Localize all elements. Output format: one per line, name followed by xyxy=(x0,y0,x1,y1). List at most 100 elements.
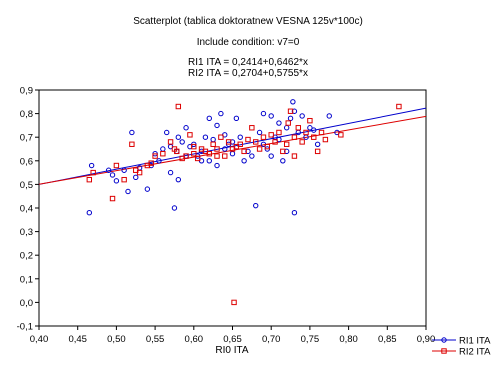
data-points xyxy=(86,99,402,306)
point-series-1 xyxy=(237,134,243,140)
point-series-1 xyxy=(326,113,332,119)
x-tick-label: 0,65 xyxy=(223,334,242,345)
point-series-1 xyxy=(88,162,95,169)
point-series-2 xyxy=(218,134,224,140)
x-tick-label: 0,40 xyxy=(30,334,49,345)
point-series-1 xyxy=(179,139,185,145)
point-series-1 xyxy=(175,176,182,183)
point-series-2 xyxy=(167,139,174,145)
y-tick-label: -0,1 xyxy=(17,322,33,333)
legend-label-ri2: RI2 ITA xyxy=(459,347,491,358)
point-series-2 xyxy=(295,125,301,131)
point-series-2 xyxy=(280,148,286,155)
point-series-2 xyxy=(194,155,201,162)
chart-title: Scatterplot (tablica doktoratnew VESNA 1… xyxy=(133,16,363,27)
point-series-1 xyxy=(276,120,282,126)
point-series-1 xyxy=(268,113,274,119)
point-series-2 xyxy=(206,151,212,157)
point-series-1 xyxy=(256,129,263,136)
point-series-1 xyxy=(202,134,209,140)
point-series-1 xyxy=(311,127,317,133)
point-series-2 xyxy=(276,129,282,136)
y-axis-ticks: -0,1 0,0 0,1 0,2 0,3 0,4 0,5 0,6 0,7 0,8 0,9 xyxy=(17,86,39,333)
point-series-2 xyxy=(299,139,305,145)
point-series-1 xyxy=(241,158,247,164)
point-series-2 xyxy=(253,139,259,145)
point-series-1 xyxy=(175,134,182,140)
point-series-2 xyxy=(222,153,228,159)
point-series-1 xyxy=(183,125,189,131)
point-series-2 xyxy=(136,169,143,176)
x-tick-label: 0,85 xyxy=(378,334,397,345)
point-series-1 xyxy=(290,99,296,105)
point-series-2 xyxy=(307,117,313,124)
point-series-1 xyxy=(245,148,251,155)
point-series-1 xyxy=(206,115,212,122)
point-series-2 xyxy=(237,141,243,147)
point-series-1 xyxy=(280,158,286,164)
point-series-2 xyxy=(303,129,309,136)
x-tick-label: 0,55 xyxy=(146,334,165,345)
point-series-1 xyxy=(268,153,274,159)
regression-equation-ri1: RI1 ITA = 0,2414+0,6462*x xyxy=(188,57,308,68)
point-series-2 xyxy=(396,103,402,110)
point-series-1 xyxy=(214,122,220,129)
point-series-1 xyxy=(105,167,112,173)
y-tick-label: 0,6 xyxy=(20,156,33,167)
regression-equation-ri2: RI2 ITA = 0,2704+0,5755*x xyxy=(188,68,308,79)
legend-marker-ri1 xyxy=(441,337,447,343)
point-series-1 xyxy=(171,205,178,211)
point-series-1 xyxy=(299,113,305,119)
x-tick-label: 0,90 xyxy=(417,334,436,345)
point-series-2 xyxy=(260,134,267,140)
point-series-2 xyxy=(314,148,321,155)
point-series-2 xyxy=(90,169,96,176)
x-tick-label: 0,45 xyxy=(68,334,87,345)
point-series-2 xyxy=(214,146,220,152)
point-series-2 xyxy=(191,143,197,150)
x-tick-label: 0,70 xyxy=(262,334,281,345)
point-series-2 xyxy=(318,129,325,136)
y-tick-label: 0,8 xyxy=(20,109,33,120)
point-series-2 xyxy=(183,153,189,159)
point-series-1 xyxy=(109,172,116,178)
point-series-2 xyxy=(210,141,216,147)
point-series-2 xyxy=(256,146,263,152)
y-tick-label: 0,9 xyxy=(20,86,33,97)
x-tick-label: 0,75 xyxy=(301,334,320,345)
point-series-1 xyxy=(129,129,135,136)
point-series-1 xyxy=(307,125,313,131)
point-series-1 xyxy=(283,148,290,155)
point-series-1 xyxy=(206,158,212,164)
point-series-2 xyxy=(241,148,247,155)
y-tick-label: 0,0 xyxy=(20,298,33,309)
chart-condition: Include condition: v7=0 xyxy=(196,37,300,48)
point-series-1 xyxy=(156,158,162,164)
point-series-2 xyxy=(113,162,120,169)
point-series-1 xyxy=(314,141,321,147)
point-series-2 xyxy=(225,139,232,145)
point-series-2 xyxy=(272,139,278,145)
point-series-1 xyxy=(249,153,255,159)
point-series-2 xyxy=(285,120,291,126)
point-series-2 xyxy=(264,143,271,150)
point-series-1 xyxy=(86,210,93,216)
point-series-1 xyxy=(229,139,236,145)
point-series-2 xyxy=(148,160,154,166)
point-series-2 xyxy=(191,151,197,157)
point-series-1 xyxy=(121,167,127,173)
point-series-1 xyxy=(233,115,240,122)
point-series-1 xyxy=(125,188,131,195)
point-series-2 xyxy=(283,141,290,147)
plot-area xyxy=(38,89,427,327)
point-series-2 xyxy=(152,153,158,159)
point-series-2 xyxy=(338,132,344,138)
point-series-1 xyxy=(253,202,259,209)
point-series-2 xyxy=(214,153,220,159)
y-tick-label: 0,5 xyxy=(20,180,33,191)
x-axis-ticks: 0,40 0,45 0,50 0,55 0,60 0,65 0,70 0,75 0,80 0,85… xyxy=(30,326,436,345)
x-tick-label: 0,60 xyxy=(185,334,204,345)
point-series-1 xyxy=(187,143,193,150)
